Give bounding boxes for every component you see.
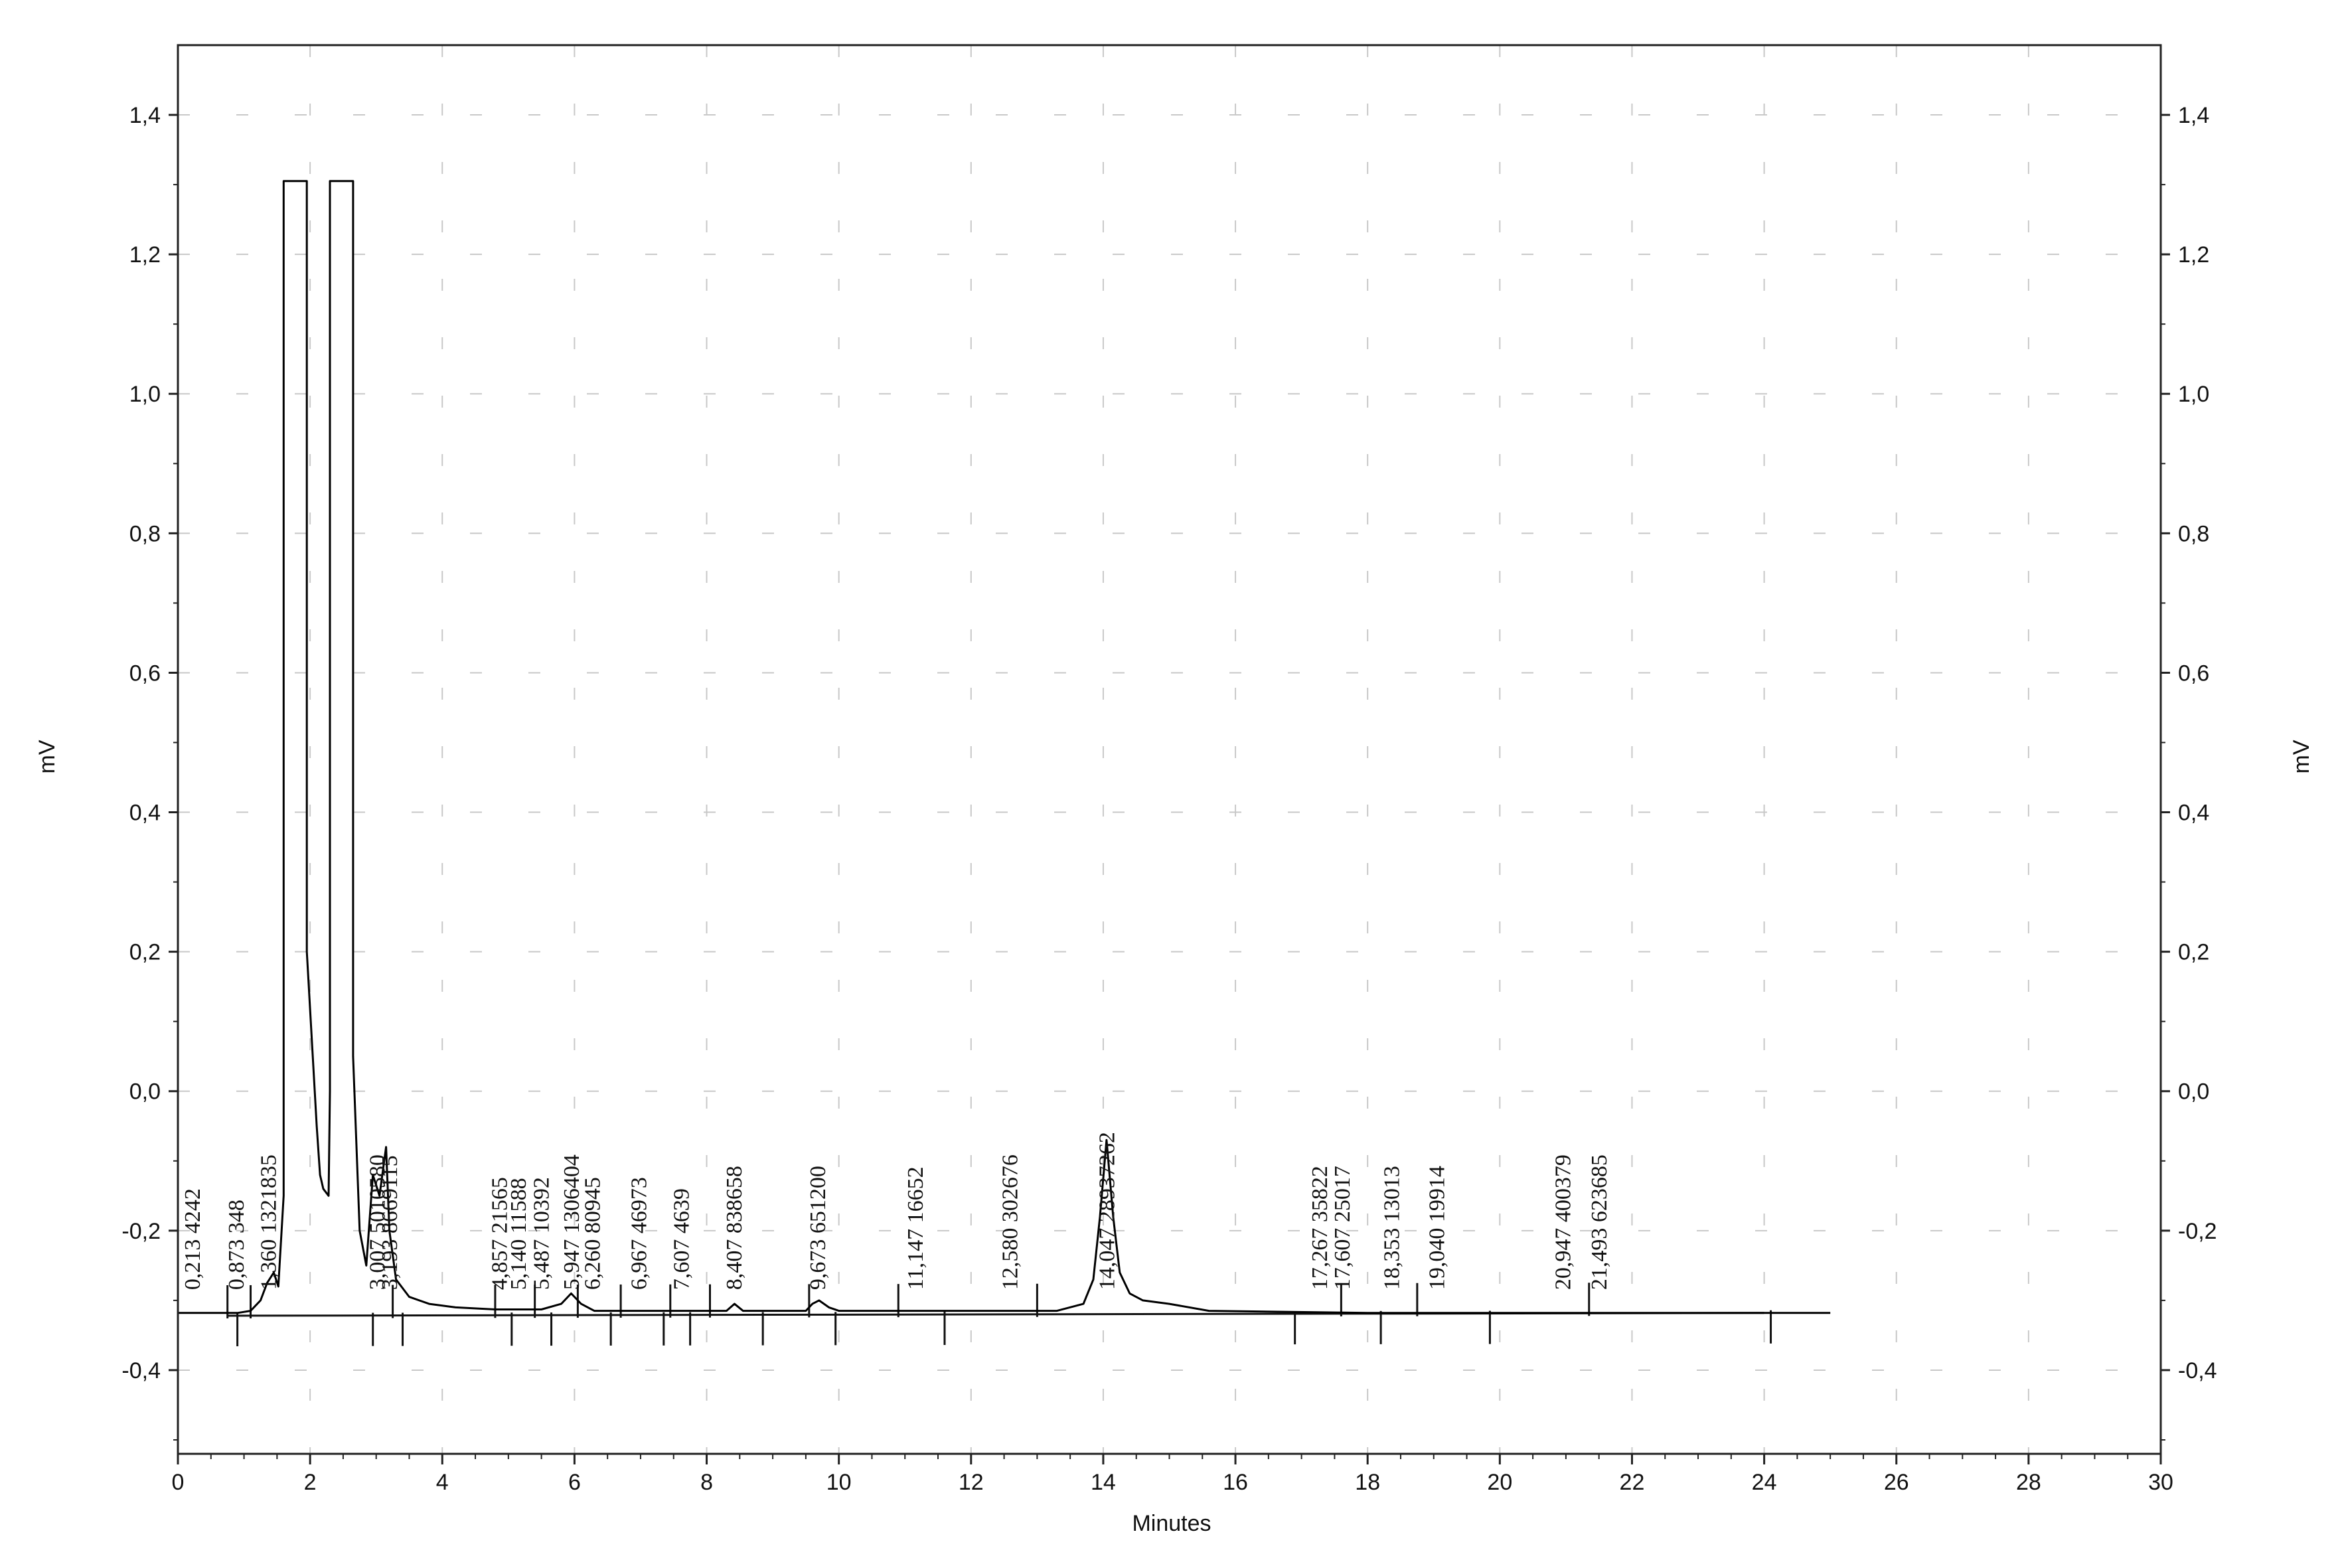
y-tick-label-right: 1,4	[2178, 103, 2209, 128]
y-tick-label-right: 1,0	[2178, 382, 2209, 407]
x-tick-label: 30	[2148, 1470, 2173, 1495]
peak-label: 17,267 35822	[1308, 1166, 1332, 1290]
peak-label: 18,353 13013	[1379, 1166, 1404, 1290]
y-tick-label-left: 1,2	[129, 242, 161, 268]
y-tick-label-right: -0,2	[2178, 1219, 2217, 1244]
peak-label: 5,487 10392	[529, 1177, 554, 1290]
peak-label: 12,580 302676	[998, 1154, 1023, 1290]
y-tick-label-left: 0,8	[129, 521, 161, 546]
y-tick-label-right: 1,2	[2178, 242, 2209, 268]
ticks-layer: 0 2 4 6 8 10 12 14 16 18 20 22 24 26 28 30-0,4 -0,4-0,2-…	[121, 103, 2217, 1495]
x-tick-label: 28	[2016, 1470, 2041, 1495]
x-tick-label: 12	[959, 1470, 984, 1495]
y-axis-title-right: mV	[2289, 740, 2314, 773]
y-axis-title-left: mV	[35, 740, 60, 773]
x-tick-label: 16	[1223, 1470, 1248, 1495]
peak-label: 19,040 19914	[1425, 1166, 1450, 1290]
peak-label: 5,140 11588	[507, 1178, 531, 1290]
y-tick-label-left: 0,0	[129, 1079, 161, 1105]
peak-label: 21,493 623685	[1587, 1154, 1612, 1290]
x-tick-label: 6	[568, 1470, 581, 1495]
peak-label: 1,360 1321835	[256, 1154, 281, 1290]
y-tick-label-left: 0,2	[129, 940, 161, 965]
x-tick-label: 0	[172, 1470, 185, 1495]
peak-label: 6,967 46973	[627, 1177, 652, 1290]
y-tick-label-left: -0,4	[121, 1358, 161, 1383]
x-tick-label: 18	[1355, 1470, 1380, 1495]
peak-label: 4,857 21565	[488, 1177, 512, 1290]
y-tick-label-right: -0,4	[2178, 1358, 2217, 1383]
y-tick-label-left: 0,6	[129, 661, 161, 686]
y-tick-label-right: 0,4	[2178, 801, 2209, 826]
x-tick-label: 24	[1752, 1470, 1777, 1495]
peak-label: 14,047 28937262	[1095, 1132, 1120, 1290]
peak-label: 11,147 16652	[903, 1166, 928, 1290]
x-tick-label: 8	[700, 1470, 713, 1495]
signal-trace	[178, 180, 1831, 1314]
y-tick-label-left: 0,4	[129, 801, 161, 826]
x-axis-title: Minutes	[1132, 1511, 1211, 1536]
y-tick-label-right: 0,8	[2178, 521, 2209, 546]
peak-label: 0,873 348	[224, 1200, 249, 1290]
peak-labels-layer: 0,213 4242 0,873 348 1,360 1321835 3,007 50…	[181, 1132, 1612, 1290]
peak-label: 3,193 8669115	[378, 1155, 402, 1290]
peak-label: 6,260 80945	[580, 1177, 605, 1290]
x-tick-label: 22	[1620, 1470, 1645, 1495]
grid-layer	[178, 45, 2161, 1454]
peak-label: 20,947 400379	[1551, 1154, 1576, 1290]
x-tick-label: 20	[1487, 1470, 1512, 1495]
x-tick-label: 4	[436, 1470, 449, 1495]
x-tick-label: 14	[1091, 1470, 1116, 1495]
y-tick-label-left: -0,2	[121, 1219, 161, 1244]
peak-label: 3,007 5010580	[365, 1154, 390, 1290]
x-tick-label: 2	[304, 1470, 317, 1495]
peak-label: 7,607 4639	[669, 1188, 694, 1290]
peak-label: 5,947 1306404	[560, 1154, 584, 1290]
peak-label: 17,607 25017	[1330, 1166, 1355, 1290]
x-tick-label: 26	[1884, 1470, 1909, 1495]
y-tick-label-right: 0,2	[2178, 940, 2209, 965]
series-layer	[178, 180, 1831, 1314]
y-tick-label-left: 1,4	[129, 103, 161, 128]
peak-label: 0,213 4242	[181, 1188, 205, 1290]
y-tick-label-right: 0,0	[2178, 1079, 2209, 1105]
peak-label: 9,673 651200	[806, 1166, 830, 1290]
y-tick-label-right: 0,6	[2178, 661, 2209, 686]
y-tick-label-left: 1,0	[129, 382, 161, 407]
peak-label: 8,407 838658	[722, 1166, 747, 1290]
x-tick-label: 10	[826, 1470, 852, 1495]
